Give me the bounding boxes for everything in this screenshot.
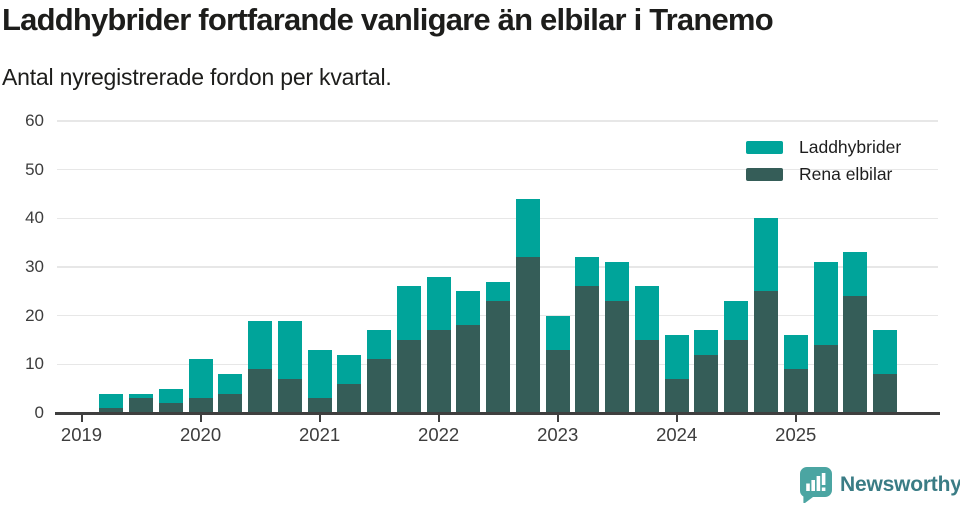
newsworthy-logo-text: Newsworthy bbox=[840, 472, 960, 496]
bar-segment-laddhybrider-2024-Q1 bbox=[664, 335, 689, 379]
bar-segment-rena-elbilar-2023-Q3 bbox=[605, 301, 630, 413]
y-axis-label: 40 bbox=[25, 208, 44, 228]
x-axis-tick-2025 bbox=[794, 414, 797, 422]
bar-segment-rena-elbilar-2025-Q4 bbox=[873, 374, 898, 413]
bar-segment-laddhybrider-2024-Q2 bbox=[694, 330, 719, 355]
bar-segment-laddhybrider-2021-Q2 bbox=[337, 354, 362, 384]
y-axis-label: 30 bbox=[25, 257, 44, 276]
bar-segment-rena-elbilar-2022-Q1 bbox=[426, 330, 451, 413]
bar-segment-rena-elbilar-2024-Q3 bbox=[724, 340, 749, 413]
bar-segment-rena-elbilar-2025-Q3 bbox=[843, 296, 868, 413]
x-axis-tick-2022 bbox=[437, 414, 440, 422]
bar-segment-rena-elbilar-2022-Q3 bbox=[486, 301, 511, 413]
bar-segment-laddhybrider-2023-Q2 bbox=[575, 257, 600, 287]
bar-segment-rena-elbilar-2019-Q3 bbox=[129, 398, 154, 413]
bar-segment-rena-elbilar-2023-Q4 bbox=[634, 340, 659, 413]
gridline-40 bbox=[57, 217, 938, 220]
chart-subtitle: Antal nyregistrerade fordon per kvartal. bbox=[2, 64, 392, 90]
bar-segment-rena-elbilar-2023-Q2 bbox=[575, 286, 600, 413]
bar-segment-rena-elbilar-2019-Q2 bbox=[99, 408, 124, 413]
x-axis-tick-2024 bbox=[675, 414, 678, 422]
x-axis-label-2022: 2022 bbox=[418, 424, 460, 445]
bar-segment-laddhybrider-2019-Q2 bbox=[99, 393, 124, 409]
legend-item-laddhybrider: Laddhybrider bbox=[746, 138, 901, 156]
bar-segment-laddhybrider-2021-Q4 bbox=[396, 286, 421, 340]
bar-segment-laddhybrider-2020-Q4 bbox=[277, 320, 302, 379]
bar-segment-laddhybrider-2021-Q3 bbox=[367, 330, 392, 360]
bar-segment-rena-elbilar-2022-Q2 bbox=[456, 325, 481, 413]
bar-segment-rena-elbilar-2025-Q1 bbox=[783, 369, 808, 413]
newsworthy-logo-icon bbox=[799, 467, 832, 503]
x-axis-line bbox=[55, 411, 940, 415]
y-axis-label: 10 bbox=[25, 354, 44, 374]
bar-segment-laddhybrider-2022-Q4 bbox=[515, 198, 540, 258]
bar-segment-rena-elbilar-2020-Q4 bbox=[277, 378, 302, 413]
bar-segment-rena-elbilar-2021-Q3 bbox=[367, 359, 392, 413]
bar-segment-laddhybrider-2019-Q3 bbox=[129, 393, 154, 399]
bar-segment-rena-elbilar-2024-Q1 bbox=[664, 378, 689, 413]
gridline-60 bbox=[57, 120, 938, 122]
bar-segment-laddhybrider-2024-Q4 bbox=[753, 218, 778, 292]
x-axis-label-2023: 2023 bbox=[537, 424, 579, 445]
bar-segment-rena-elbilar-2024-Q2 bbox=[694, 354, 719, 413]
y-axis-label: 50 bbox=[25, 159, 44, 179]
bar-segment-laddhybrider-2021-Q1 bbox=[307, 349, 332, 399]
bar-segment-rena-elbilar-2025-Q2 bbox=[813, 344, 838, 413]
legend-item-rena-elbilar: Rena elbilar bbox=[746, 165, 892, 183]
bar-segment-rena-elbilar-2024-Q4 bbox=[753, 291, 778, 413]
bar-segment-laddhybrider-2020-Q3 bbox=[248, 320, 273, 370]
x-axis-label-2021: 2021 bbox=[299, 424, 341, 445]
x-axis-label-2019: 2019 bbox=[60, 424, 103, 445]
bar-segment-laddhybrider-2019-Q4 bbox=[158, 388, 183, 404]
y-axis-label: 20 bbox=[25, 305, 44, 325]
bar-segment-laddhybrider-2025-Q3 bbox=[843, 252, 868, 297]
bar-segment-laddhybrider-2023-Q1 bbox=[545, 315, 570, 350]
bar-segment-rena-elbilar-2020-Q3 bbox=[248, 369, 273, 413]
bar-segment-laddhybrider-2023-Q4 bbox=[634, 286, 659, 340]
bar-segment-rena-elbilar-2020-Q2 bbox=[218, 393, 243, 413]
bar-segment-laddhybrider-2022-Q1 bbox=[426, 276, 451, 331]
bar-segment-rena-elbilar-2022-Q4 bbox=[515, 257, 540, 413]
legend-swatch-laddhybrider bbox=[746, 140, 783, 154]
y-axis-label: 0 bbox=[34, 403, 44, 422]
bar-segment-laddhybrider-2020-Q1 bbox=[188, 359, 213, 399]
legend-swatch-rena-elbilar bbox=[746, 167, 783, 181]
bar-segment-laddhybrider-2025-Q1 bbox=[783, 335, 808, 370]
x-axis-tick-2023 bbox=[556, 414, 559, 422]
legend-label-laddhybrider: Laddhybrider bbox=[799, 137, 902, 157]
y-axis-label: 60 bbox=[25, 111, 44, 130]
bar-segment-laddhybrider-2024-Q3 bbox=[724, 301, 749, 340]
x-axis-label-2020: 2020 bbox=[179, 424, 222, 445]
x-axis-tick-2021 bbox=[318, 414, 321, 422]
legend-label-rena-elbilar: Rena elbilar bbox=[799, 164, 893, 184]
gridline-50 bbox=[57, 168, 938, 171]
bar-segment-rena-elbilar-2021-Q2 bbox=[337, 383, 362, 413]
bar-segment-rena-elbilar-2020-Q1 bbox=[188, 398, 213, 413]
bar-segment-laddhybrider-2025-Q4 bbox=[873, 330, 898, 375]
chart-title: Laddhybrider fortfarande vanligare än el… bbox=[2, 2, 774, 37]
bar-segment-laddhybrider-2022-Q2 bbox=[456, 291, 481, 326]
x-axis-label-2024: 2024 bbox=[656, 424, 698, 445]
x-axis-tick-2019 bbox=[80, 414, 83, 422]
x-axis-tick-2020 bbox=[199, 414, 202, 422]
bar-segment-laddhybrider-2022-Q3 bbox=[486, 281, 511, 302]
gridline-30 bbox=[57, 266, 938, 268]
x-axis-label-2025: 2025 bbox=[775, 424, 817, 445]
bar-segment-laddhybrider-2023-Q3 bbox=[605, 262, 630, 302]
bar-segment-rena-elbilar-2021-Q4 bbox=[396, 340, 421, 413]
bar-segment-laddhybrider-2025-Q2 bbox=[813, 262, 838, 345]
bar-segment-rena-elbilar-2023-Q1 bbox=[545, 349, 570, 413]
bar-segment-rena-elbilar-2019-Q4 bbox=[158, 403, 183, 413]
newsworthy-branding[interactable]: Newsworthy bbox=[799, 466, 960, 503]
bar-segment-rena-elbilar-2021-Q1 bbox=[307, 398, 332, 413]
bar-segment-laddhybrider-2020-Q2 bbox=[218, 374, 243, 394]
